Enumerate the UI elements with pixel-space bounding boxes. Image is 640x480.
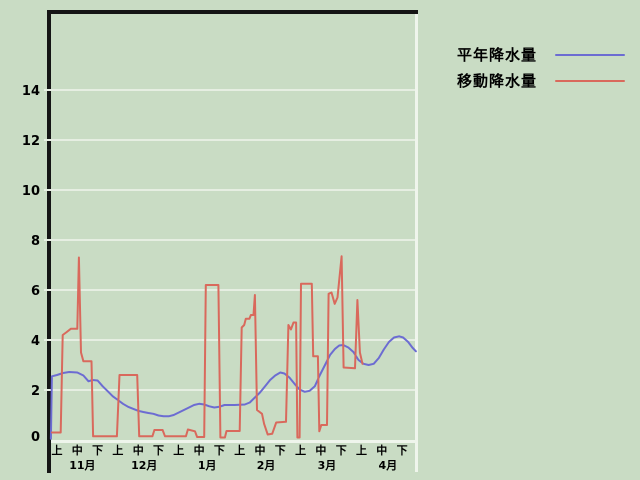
x-axis-period-label: 中 [72,443,83,457]
y-axis-line [47,10,51,473]
x-axis-period-label: 下 [275,444,286,457]
x-axis-period-label: 上 [173,443,184,457]
x-axis-month-label: 4月 [379,459,398,472]
y-axis-tick [44,289,53,291]
y-axis-tick-label: 10 [22,184,40,199]
legend-line-blue-icon [555,53,625,56]
y-axis-tick-label: 6 [31,284,40,299]
y-axis-tick [44,389,53,391]
x-axis-month-label: 12月 [131,459,157,472]
y-axis-tick-label: 8 [31,234,40,249]
x-axis-period-label: 中 [194,443,205,457]
line-moving-precipitation [50,255,364,439]
x-axis-period-label: 中 [376,443,387,457]
x-axis-period-label: 上 [356,443,367,457]
y-axis-tick-label: 14 [22,84,40,99]
x-axis-period-label: 上 [112,443,123,457]
x-axis-period-label: 上 [234,443,245,457]
y-axis-tick [44,139,53,141]
x-axis-period-label: 下 [214,444,225,457]
x-axis-period-label: 中 [255,443,266,457]
x-axis-period-label: 上 [295,443,306,457]
x-axis-period-label: 下 [92,444,103,457]
y-axis-tick [44,339,53,341]
legend-item-moving-precip: 移動降水量 [457,71,625,90]
legend: 平年降水量 移動降水量 [457,45,625,97]
plot-border-bottom [51,440,415,443]
x-axis-month-label: 3月 [318,459,337,472]
x-axis-month-label: 11月 [69,459,95,472]
x-axis-month-label: 2月 [257,459,276,472]
x-axis-period-label: 中 [133,443,144,457]
x-axis-period-label: 下 [153,444,164,457]
legend-item-normal-precip: 平年降水量 [457,45,625,64]
line-normal-precipitation [49,335,417,440]
x-axis-month-label: 1月 [198,459,217,472]
plot-border-right [415,14,418,472]
legend-label-moving-precip: 移動降水量 [457,72,538,90]
y-axis-tick-label: 2 [31,384,40,399]
x-axis-period-label: 下 [336,444,347,457]
x-axis-period-label: 下 [397,444,408,457]
plot-border-top [47,10,418,14]
x-axis-period-label: 中 [315,443,326,457]
y-axis-tick-label: 4 [31,334,40,349]
legend-label-normal-precip: 平年降水量 [457,46,538,64]
x-axis-period-label: 上 [52,443,63,457]
y-axis-tick [44,89,53,91]
legend-line-red-icon [555,79,625,82]
y-axis-tick [44,189,53,191]
y-axis-tick [44,239,53,241]
y-axis-tick-label: 12 [22,134,40,149]
y-axis-tick-label: 0 [31,430,40,445]
